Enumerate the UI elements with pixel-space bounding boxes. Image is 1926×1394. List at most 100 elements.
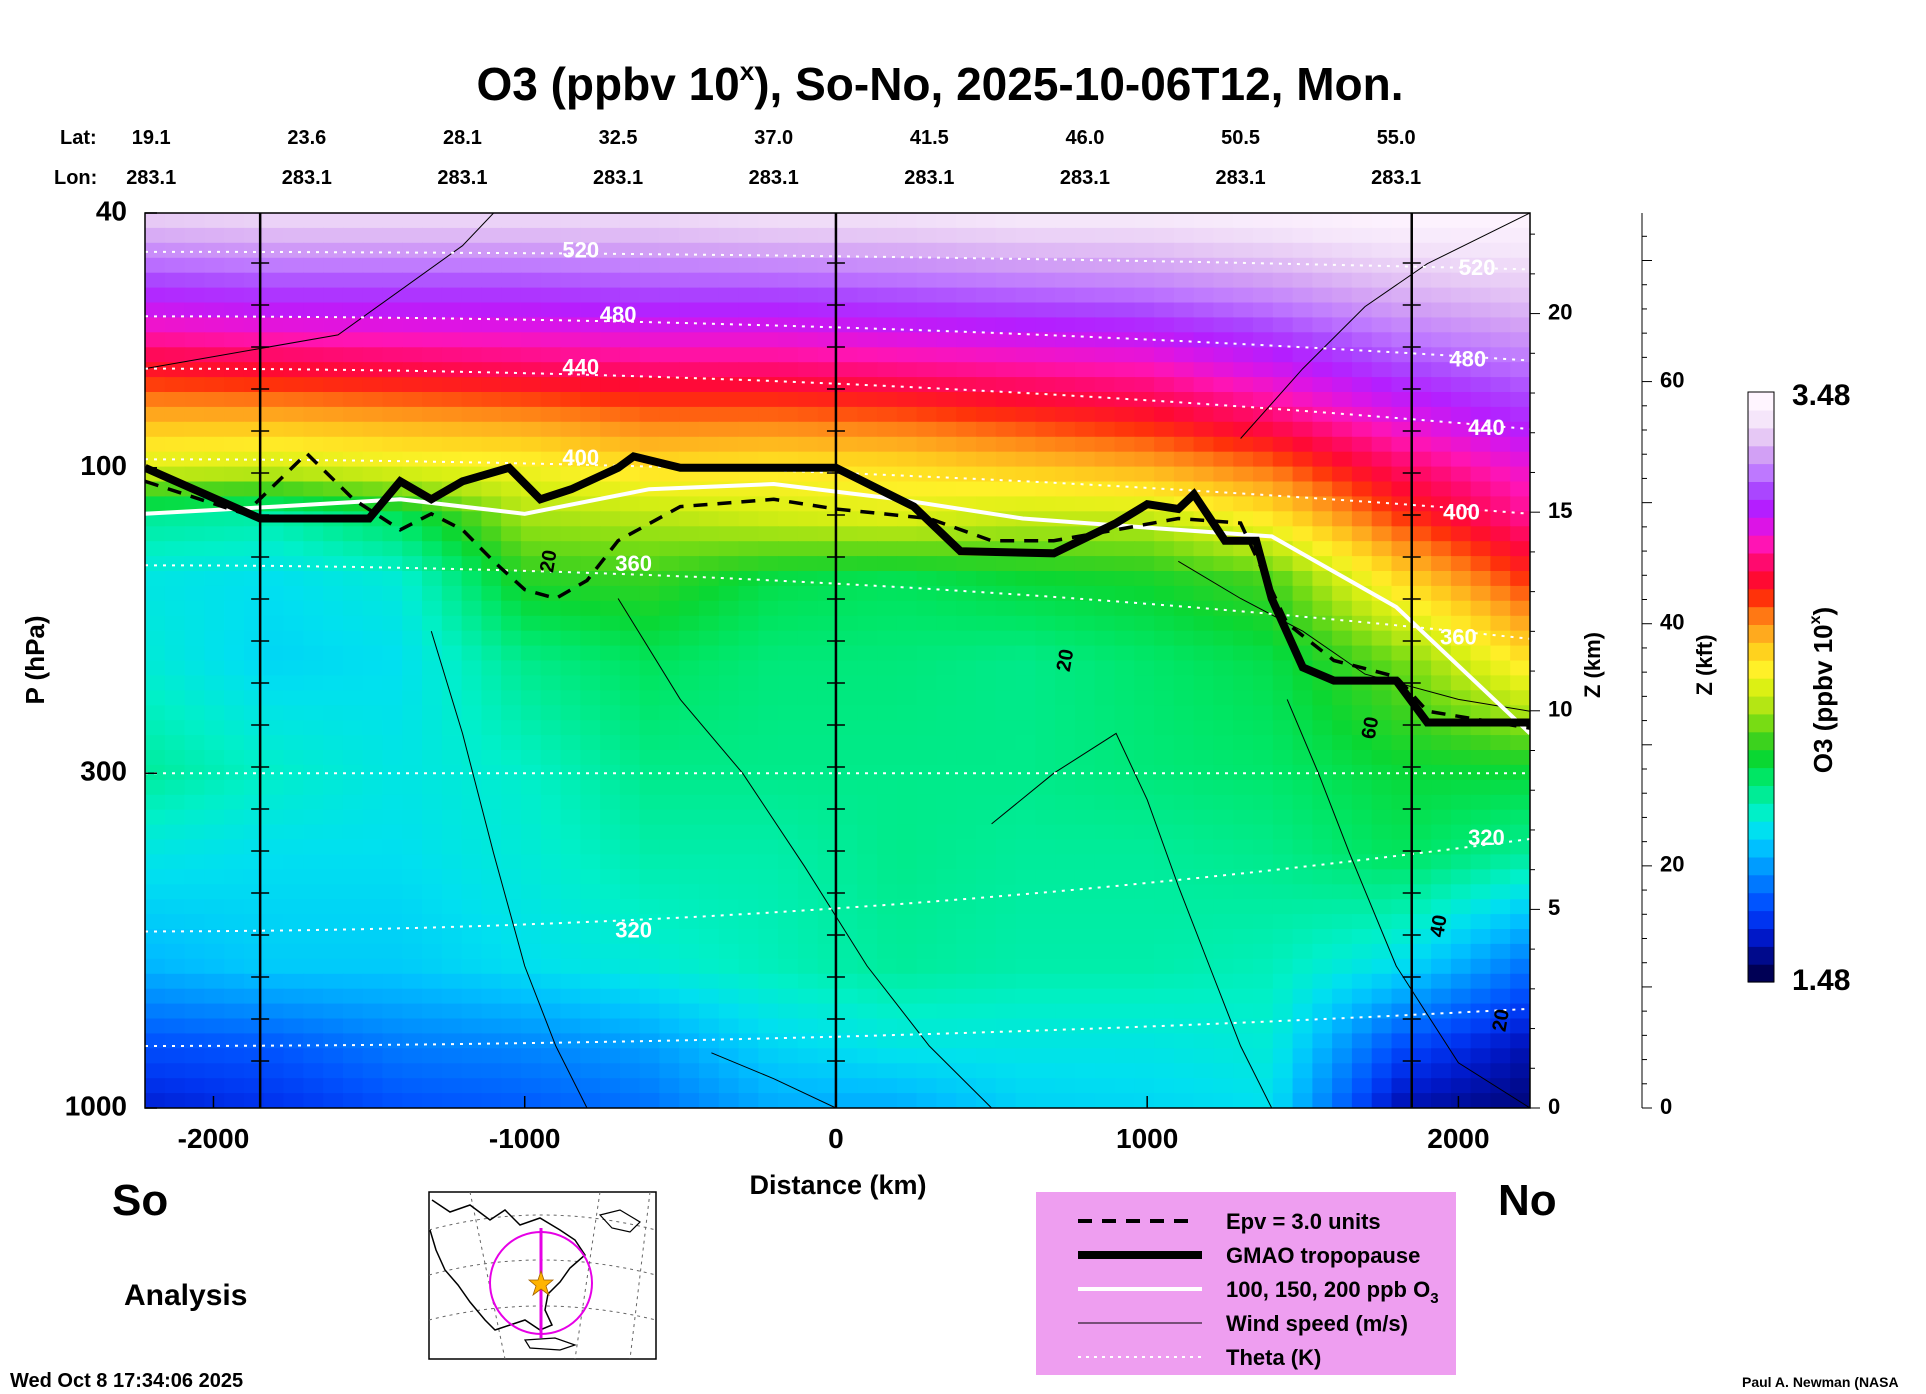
ozone-cell xyxy=(797,1003,819,1020)
ozone-cell xyxy=(916,242,938,259)
ozone-cell xyxy=(1490,794,1511,811)
ozone-cell xyxy=(1173,615,1195,632)
ozone-cell xyxy=(738,1048,760,1064)
ozone-cell xyxy=(1312,884,1333,900)
ozone-cell xyxy=(1173,451,1195,468)
ozone-cell xyxy=(896,511,918,527)
ozone-cell xyxy=(1015,257,1037,274)
ozone-cell xyxy=(1332,600,1353,617)
ozone-cell xyxy=(441,645,463,662)
ozone-cell xyxy=(1450,511,1472,527)
ozone-cell xyxy=(204,645,225,662)
ozone-cell xyxy=(303,764,324,781)
ozone-cell xyxy=(1114,1093,1136,1108)
ozone-cell xyxy=(461,660,483,677)
ozone-cell xyxy=(699,406,720,423)
ozone-cell xyxy=(422,884,443,900)
ozone-cell xyxy=(342,854,364,871)
ozone-cell xyxy=(1450,556,1472,572)
ozone-cell xyxy=(342,645,364,662)
ozone-cell xyxy=(224,735,245,751)
ozone-cell xyxy=(1233,1033,1254,1050)
ozone-cell xyxy=(1233,645,1254,662)
ozone-cell xyxy=(857,690,878,706)
ozone-cell xyxy=(382,764,403,781)
ozone-cell xyxy=(1094,317,1116,334)
ozone-cell xyxy=(718,600,740,617)
ozone-cell xyxy=(1450,242,1472,259)
ozone-cell xyxy=(461,914,483,930)
ozone-cell xyxy=(976,377,997,393)
ozone-cell xyxy=(936,571,957,587)
ozone-cell xyxy=(1490,347,1511,363)
ozone-cell xyxy=(243,943,265,960)
ozone-cell xyxy=(936,914,957,930)
ozone-cell xyxy=(580,511,601,527)
ozone-cell xyxy=(837,779,859,796)
ozone-cell xyxy=(1411,392,1432,408)
ozone-cell xyxy=(1074,1018,1096,1035)
ozone-cell xyxy=(283,541,305,557)
ozone-cell xyxy=(1114,392,1136,408)
ozone-cell xyxy=(699,899,720,915)
ozone-cell xyxy=(1490,227,1511,244)
ozone-cell xyxy=(1193,705,1215,721)
ozone-cell xyxy=(1134,630,1155,647)
ozone-cell xyxy=(699,1078,720,1094)
ozone-cell xyxy=(1351,809,1373,826)
ozone-cell xyxy=(1411,794,1432,811)
ozone-cell xyxy=(1055,302,1076,319)
ozone-cell xyxy=(1312,869,1333,885)
ozone-cell xyxy=(778,496,799,513)
ozone-cell xyxy=(758,242,779,259)
ozone-cell xyxy=(1371,899,1393,915)
ozone-cell xyxy=(1173,317,1195,334)
ozone-cell xyxy=(857,406,878,423)
z-km-tick-label: 15 xyxy=(1548,498,1572,523)
ozone-cell xyxy=(956,839,977,856)
ozone-cell xyxy=(342,899,364,915)
ozone-cell xyxy=(1253,1048,1274,1064)
ozone-cell xyxy=(1490,973,1511,990)
ozone-cell xyxy=(481,451,502,468)
ozone-cell xyxy=(382,630,403,647)
ozone-cell xyxy=(995,571,1017,587)
ozone-cell xyxy=(976,779,997,796)
ozone-cell xyxy=(1094,213,1116,229)
ozone-cell xyxy=(1134,1033,1155,1050)
ozone-cell xyxy=(243,481,265,498)
ozone-cell xyxy=(184,287,206,304)
ozone-cell xyxy=(778,869,799,885)
ozone-cell xyxy=(659,705,680,721)
ozone-cell xyxy=(540,735,562,751)
ozone-cell xyxy=(145,869,166,885)
ozone-cell xyxy=(1391,705,1413,721)
ozone-cell xyxy=(145,526,166,542)
ozone-cell xyxy=(679,1048,700,1064)
ozone-cell xyxy=(303,541,324,557)
ozone-cell xyxy=(1391,571,1413,587)
ozone-cell xyxy=(877,869,898,885)
ozone-cell xyxy=(877,779,898,796)
ozone-cell xyxy=(1391,377,1413,393)
ozone-cell xyxy=(382,1033,403,1050)
ozone-cell xyxy=(1312,1048,1333,1064)
ozone-cell xyxy=(441,227,463,244)
z-kft-tick-label: 40 xyxy=(1660,610,1684,635)
ozone-cell xyxy=(976,272,997,289)
ozone-cell xyxy=(243,660,265,677)
ozone-cell xyxy=(1015,690,1037,706)
ozone-cell xyxy=(956,630,977,647)
ozone-cell xyxy=(1351,914,1373,930)
ozone-cell xyxy=(639,794,661,811)
ozone-cell xyxy=(145,779,166,796)
ozone-cell xyxy=(1134,914,1155,930)
ozone-cell xyxy=(1114,600,1136,617)
ozone-cell xyxy=(441,675,463,692)
ozone-cell xyxy=(916,615,938,632)
ozone-cell xyxy=(501,541,522,557)
ozone-cell xyxy=(263,287,285,304)
ozone-cell xyxy=(145,705,166,721)
ozone-cell xyxy=(224,511,245,527)
ozone-cell xyxy=(145,720,166,736)
